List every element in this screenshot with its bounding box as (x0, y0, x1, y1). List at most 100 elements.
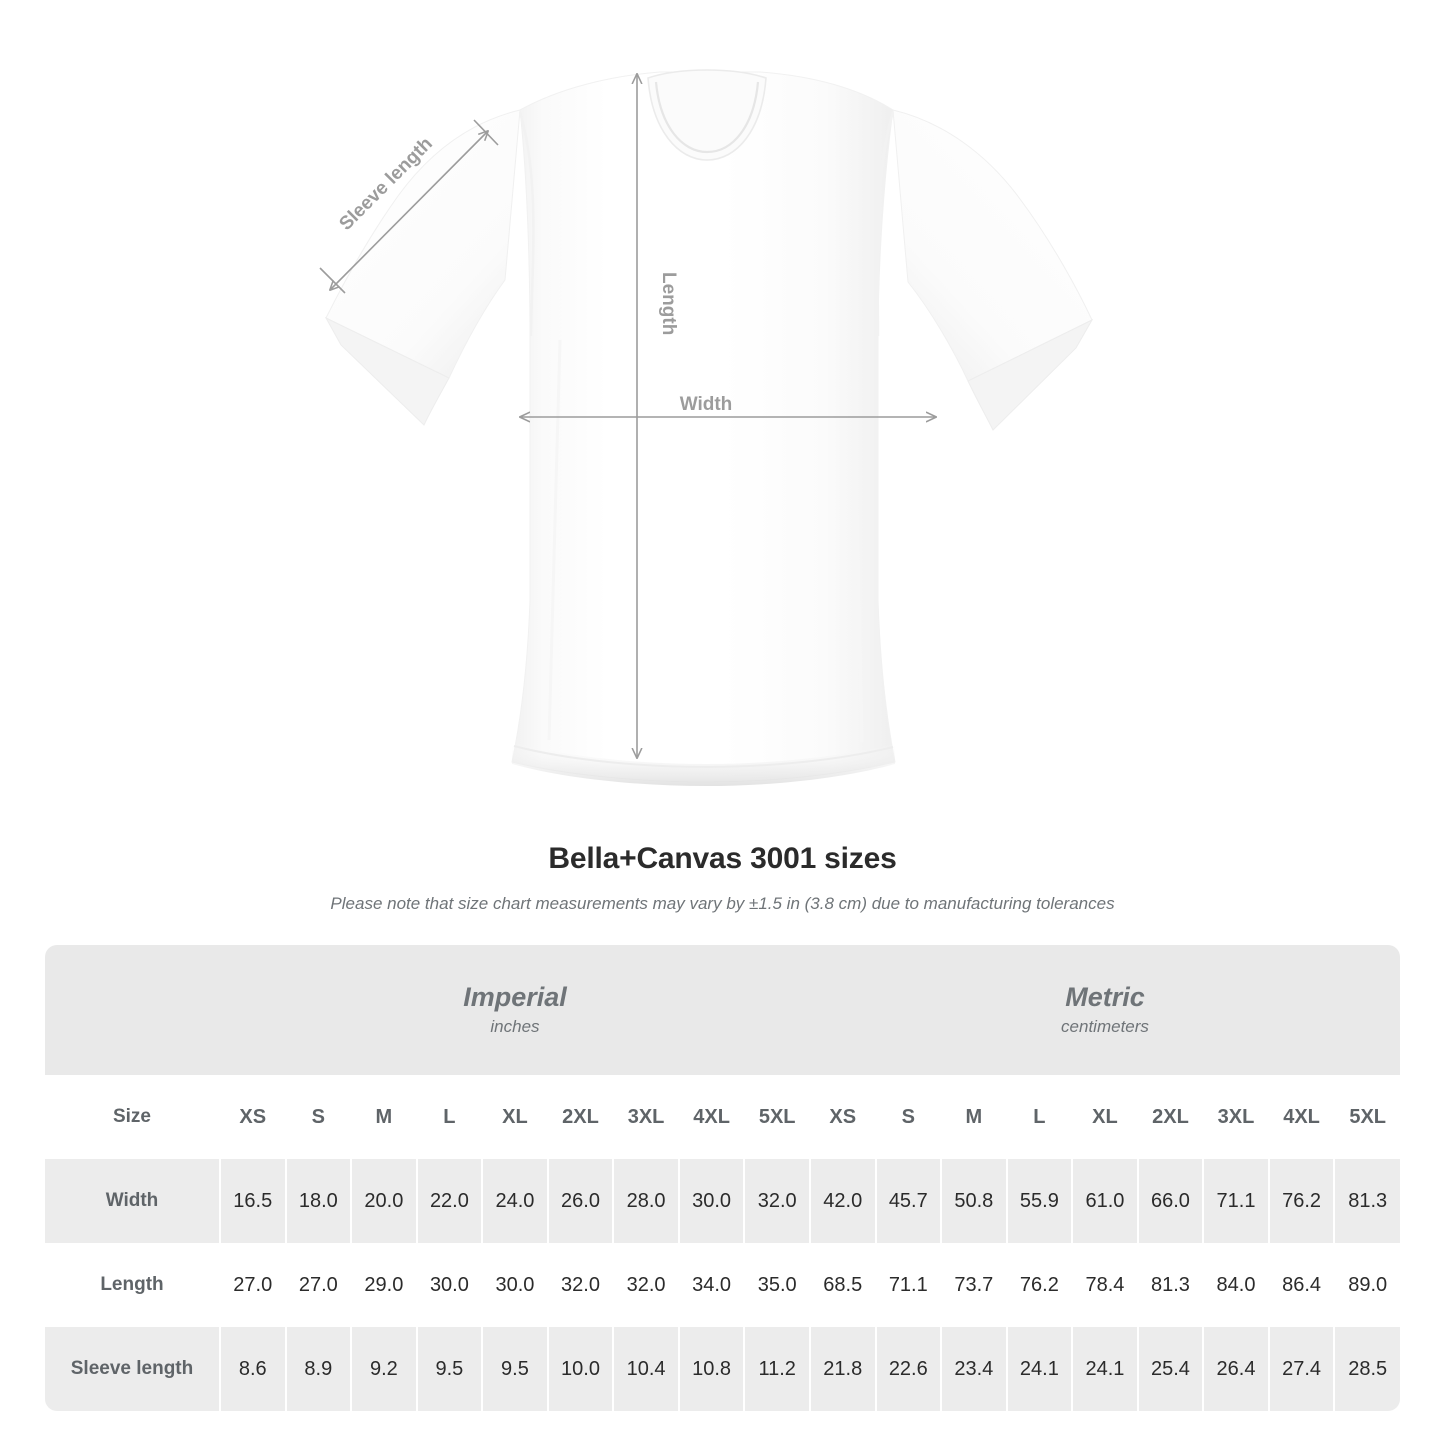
tshirt-icon (324, 69, 1094, 786)
row-label-text: Size (112, 1106, 152, 1127)
table-cell: 30.0 (677, 1159, 745, 1243)
cell-value: XL (502, 1105, 528, 1128)
table-cell: 10.8 (677, 1327, 745, 1411)
table-cell: 32.0 (612, 1243, 679, 1327)
table-cell: 27.4 (1267, 1327, 1335, 1411)
cell-value: 30.0 (692, 1189, 732, 1212)
table-cell: 81.3 (1136, 1243, 1204, 1327)
table-cell: 45.7 (874, 1159, 942, 1243)
table-cell: 30.0 (481, 1243, 548, 1327)
tshirt-left-armhole-seam (518, 111, 535, 337)
cell-value: 26.4 (1216, 1357, 1256, 1380)
table-cell: 11.2 (743, 1327, 810, 1411)
cell-value: 21.8 (823, 1357, 863, 1380)
table-cell: 29.0 (350, 1243, 417, 1327)
table-cell: 86.4 (1267, 1243, 1335, 1327)
cell-value: 30.0 (429, 1273, 469, 1296)
table-cell: 23.4 (940, 1327, 1007, 1411)
cell-value: 9.5 (435, 1357, 464, 1380)
tshirt-left-cuff (324, 316, 450, 426)
cell-value: 27.0 (298, 1273, 338, 1296)
cell-value: 2XL (562, 1105, 599, 1128)
cell-value: 27.4 (1282, 1357, 1322, 1380)
tshirt-right-armhole-seam (876, 111, 895, 337)
cell-value: 71.1 (888, 1273, 928, 1296)
table-cell: 76.2 (1005, 1243, 1073, 1327)
table-cell: 10.4 (612, 1327, 679, 1411)
tshirt-right-cuff (967, 318, 1094, 431)
tshirt-right-sleeve (892, 109, 1093, 382)
table-cell: 21.8 (808, 1327, 876, 1411)
unit-subtitle-metric: centimeters (1061, 1017, 1149, 1036)
unit-banner-row: Imperial inches Metric centimeters (45, 945, 1401, 1075)
row-label-text: Sleeve length (70, 1358, 194, 1379)
table-cell: 71.1 (874, 1243, 942, 1327)
cell-value: 5XL (1349, 1105, 1387, 1128)
cell-value: 76.2 (1019, 1273, 1059, 1296)
table-cell: 10.0 (546, 1327, 614, 1411)
table-cell: XL (1071, 1075, 1138, 1159)
table-cell: 27.0 (284, 1243, 352, 1327)
table-cell: 4XL (1267, 1075, 1335, 1159)
table-cell: 81.3 (1333, 1159, 1401, 1243)
cell-value: 10.0 (561, 1357, 600, 1380)
cell-value: 28.0 (626, 1189, 666, 1212)
table-cell: 28.5 (1333, 1327, 1401, 1411)
cell-value: 23.4 (954, 1357, 994, 1380)
cell-value: 2XL (1152, 1105, 1189, 1128)
table-cell: 22.0 (415, 1159, 483, 1243)
tshirt-body (511, 71, 896, 783)
cell-value: S (311, 1105, 325, 1128)
table-cell: 84.0 (1202, 1243, 1269, 1327)
cell-value: L (1033, 1105, 1046, 1128)
cell-value: 22.6 (888, 1357, 928, 1380)
size-header-row: Size XS S M L XL 2XL 3XL 4XL 5XL XS S M L XL 2XL 3XL 4XL 5… (45, 1075, 1401, 1159)
cell-value: 9.2 (369, 1357, 398, 1380)
table-cell: 89.0 (1333, 1243, 1401, 1327)
size-chart-table: Imperial inches Metric centimeters Size X… (45, 945, 1401, 1411)
cell-value: 3XL (627, 1105, 665, 1128)
table-cell: 22.6 (874, 1327, 942, 1411)
table-cell: 16.5 (219, 1159, 286, 1243)
measurement-row-length: Length 27.0 27.0 29.0 30.0 30.0 32.0 32.0 34.0 35… (45, 1243, 1401, 1327)
table-cell: 32.0 (743, 1159, 810, 1243)
size-chart-heading-block: Bella+Canvas 3001 sizes Please note that… (0, 840, 1445, 915)
double-arrow-diagonal-icon (319, 119, 499, 294)
cell-value: 3XL (1217, 1105, 1255, 1128)
cell-value: M (965, 1105, 983, 1128)
table-cell: 9.5 (481, 1327, 548, 1411)
unit-title-imperial: Imperial (463, 982, 567, 1012)
cell-value: 78.4 (1085, 1273, 1125, 1296)
width-dim-label: Width (680, 394, 733, 415)
row-label: Length (45, 1243, 220, 1327)
unit-banner-metric: Metric centimeters (809, 945, 1401, 1075)
cell-value: 34.0 (692, 1273, 732, 1296)
cell-value: XS (829, 1105, 857, 1128)
cell-value: 66.0 (1151, 1189, 1190, 1212)
tshirt-hem (512, 742, 895, 786)
table-cell: 25.4 (1136, 1327, 1204, 1411)
row-label: Size (45, 1075, 220, 1159)
cell-value: 9.5 (501, 1357, 529, 1380)
tshirt-hem-stitch (513, 745, 894, 769)
cell-value: XS (239, 1105, 267, 1128)
tshirt-collar-inner (654, 81, 760, 154)
table-cell: 55.9 (1005, 1159, 1073, 1243)
cell-value: 4XL (1283, 1105, 1320, 1128)
table-cell: 28.0 (612, 1159, 679, 1243)
cell-value: S (901, 1105, 915, 1128)
cell-value: 16.5 (233, 1189, 273, 1212)
cell-value: M (375, 1105, 393, 1128)
cell-value: 11.2 (758, 1357, 796, 1380)
measurement-row-sleeve-length: Sleeve length 8.6 8.9 9.2 9.5 9.5 10.0 10.4 10.8… (45, 1327, 1401, 1411)
cell-value: 5XL (758, 1105, 796, 1128)
measurement-row-width: Width 16.5 18.0 20.0 22.0 24.0 26.0 28.0 30.0 32.… (45, 1159, 1401, 1243)
table-cell: 71.1 (1202, 1159, 1269, 1243)
cell-value: 89.0 (1348, 1273, 1388, 1296)
table-cell: M (350, 1075, 417, 1159)
cell-value: L (443, 1105, 456, 1128)
unit-subtitle-imperial: inches (490, 1017, 540, 1036)
table-cell: 9.2 (350, 1327, 417, 1411)
table-cell: 8.6 (219, 1327, 286, 1411)
table-cell: 34.0 (677, 1243, 745, 1327)
